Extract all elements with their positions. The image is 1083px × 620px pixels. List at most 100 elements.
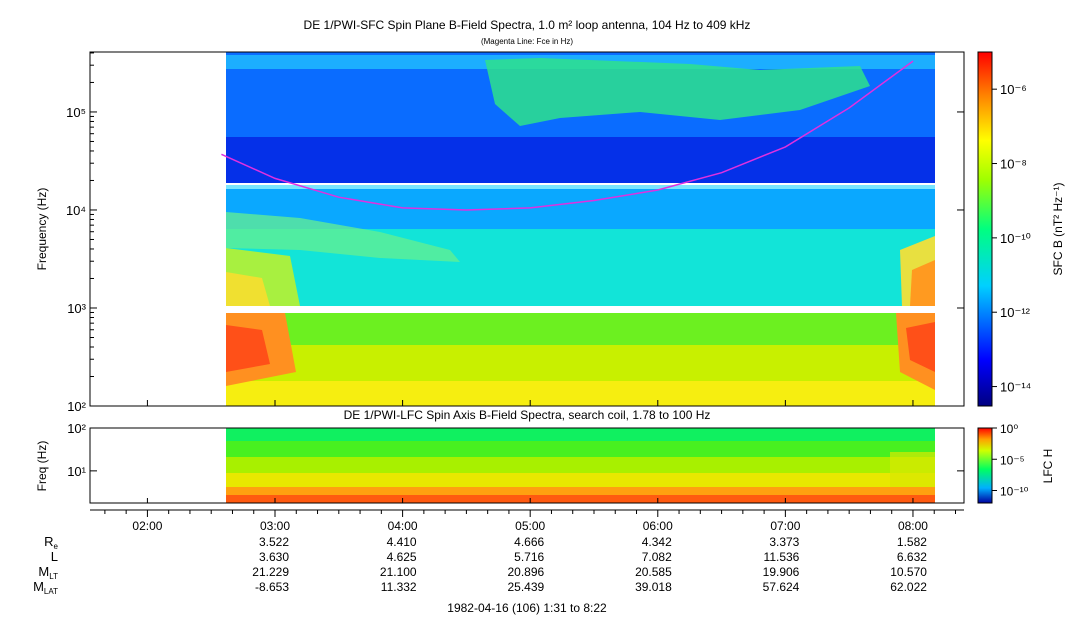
ephemeris-row-label: Re (44, 534, 58, 551)
lfc-ylabel: Freq (Hz) (35, 441, 49, 492)
ephemeris-label-sub: LT (49, 572, 58, 581)
sfc-y-tick-label: 10³ (67, 301, 86, 316)
ephemeris-value: 11.536 (764, 550, 800, 564)
ephemeris-value: 20.585 (635, 565, 672, 579)
lfc-emission-right (890, 452, 935, 487)
ephemeris-label-main: R (44, 534, 53, 549)
sfc-y-tick-label: 10⁵ (66, 105, 86, 120)
sfc-ylabel: Frequency (Hz) (35, 188, 49, 271)
lfc-title: DE 1/PWI-LFC Spin Axis B-Field Spectra, … (344, 408, 711, 422)
sfc-band-low-bottom (226, 381, 935, 406)
lfc-colorbar-tick-label: 10⁻⁵ (1000, 453, 1025, 467)
lfc-y-tick-label: 10¹ (67, 464, 86, 479)
ephemeris-row-label: L (51, 549, 58, 564)
sfc-y-ticks: 10² 10³ 10⁴ 10⁵ (66, 52, 964, 414)
ephemeris-value: 4.625 (387, 550, 417, 564)
sfc-low-emission-left-core (226, 272, 270, 306)
sfc-y-tick-label: 10² (67, 399, 86, 414)
fce-line (221, 60, 914, 211)
lfc-band-3 (226, 457, 935, 473)
time-axis: 02:00 03:00 04:00 05:00 06:00 07:00 08:00 (90, 400, 964, 533)
ephemeris-value: 25.439 (507, 580, 544, 594)
ephemeris-value: 57.624 (763, 580, 800, 594)
ephemeris-value: 1.582 (897, 535, 927, 549)
sfc-colorbar-tick-label: 10⁻⁸ (1000, 157, 1027, 172)
sfc-low-emission-red-left (226, 325, 270, 372)
footer-date-range: 1982-04-16 (106) 1:31 to 8:22 (447, 601, 607, 615)
ephemeris-label-sub: e (54, 542, 59, 551)
ephemeris-value: 21.100 (380, 565, 417, 579)
lfc-spectrogram (226, 428, 935, 503)
sfc-low-emission-red-right (906, 322, 935, 372)
sfc-subtitle: (Magenta Line: Fce in Hz) (481, 37, 573, 46)
ephemeris-row-label: MLAT (33, 579, 58, 596)
ephemeris-row-label: MLT (38, 564, 58, 581)
lfc-colorbar: 10⁰ 10⁻⁵ 10⁻¹⁰ LFC H (977, 422, 1055, 504)
ephemeris-value: 11.332 (381, 580, 417, 594)
time-tick-label: 08:00 (898, 519, 928, 533)
ephemeris-value: 3.630 (259, 550, 289, 564)
lfc-panel: 10¹ 10² Freq (Hz) (35, 421, 965, 504)
ephemeris-value: 3.373 (769, 535, 799, 549)
time-tick-label: 02:00 (132, 519, 162, 533)
sfc-colorbar-ticks: 10⁻⁶ 10⁻⁸ 10⁻¹⁰ 10⁻¹² 10⁻¹⁴ (992, 82, 1031, 395)
sfc-panel: 10² 10³ 10⁴ 10⁵ Frequency (Hz) (35, 51, 965, 414)
lfc-band-2 (226, 441, 935, 457)
sfc-colorbar: 10⁻⁶ 10⁻⁸ 10⁻¹⁰ 10⁻¹² 10⁻¹⁴ SFC B (nT² Hz⁻¹) (977, 51, 1065, 407)
sfc-plot-frame (89, 51, 965, 407)
sfc-colorbar-tick-label: 10⁻¹⁴ (1000, 380, 1031, 395)
ephemeris-value: 4.342 (642, 535, 672, 549)
lfc-colorbar-ticks: 10⁰ 10⁻⁵ 10⁻¹⁰ (992, 422, 1029, 499)
ephemeris-value: -8.653 (255, 580, 289, 594)
sfc-title: DE 1/PWI-SFC Spin Plane B-Field Spectra,… (304, 18, 751, 32)
time-tick-label: 05:00 (515, 519, 545, 533)
time-tick-label: 03:00 (260, 519, 290, 533)
ephemeris-value: 7.082 (642, 550, 672, 564)
ephemeris-label-sub: LAT (44, 587, 58, 596)
ephemeris-value: 20.896 (507, 565, 544, 579)
ephemeris-value: 10.570 (890, 565, 927, 579)
ephemeris-value: 4.666 (514, 535, 544, 549)
time-tick-label: 06:00 (643, 519, 673, 533)
sfc-chorus-emission (485, 58, 870, 126)
ephemeris-label-main: M (33, 579, 44, 594)
lfc-band-1 (226, 428, 935, 441)
sfc-spectrogram (226, 52, 935, 406)
ephemeris-table: Re 3.522 4.410 4.666 4.342 3.373 1.582 L 3.630 4.… (33, 534, 927, 596)
ephemeris-value: 6.632 (897, 550, 927, 564)
lfc-plot-frame (89, 427, 965, 504)
sfc-y-tick-label: 10⁴ (66, 203, 86, 218)
ephemeris-value: 19.906 (763, 565, 800, 579)
ephemeris-value: 21.229 (252, 565, 289, 579)
lfc-y-ticks: 10¹ 10² (67, 421, 964, 479)
sfc-hiss-band (226, 212, 460, 262)
lfc-band-5 (226, 487, 935, 495)
sfc-band-dark (226, 137, 935, 183)
sfc-band-low-yellow (226, 345, 935, 381)
sfc-band-mid (226, 189, 935, 229)
time-tick-label: 04:00 (388, 519, 418, 533)
lfc-band-4 (226, 473, 935, 487)
ephemeris-value: 4.410 (387, 535, 417, 549)
sfc-colorbar-tick-label: 10⁻¹² (1000, 305, 1031, 320)
sfc-band-cyan-line (226, 185, 935, 189)
sfc-colorbar-tick-label: 10⁻¹⁰ (1000, 231, 1031, 246)
ephemeris-label-main: M (38, 564, 49, 579)
lfc-band-6 (226, 495, 935, 503)
lfc-colorbar-tick-label: 10⁰ (1000, 422, 1018, 436)
sfc-colorbar-tick-label: 10⁻⁶ (1000, 82, 1027, 97)
sfc-colorbar-label: SFC B (nT² Hz⁻¹) (1051, 183, 1065, 276)
sfc-low-emission-right-core (910, 260, 935, 306)
ephemeris-value: 3.522 (259, 535, 289, 549)
lfc-y-tick-label: 10² (67, 421, 86, 436)
sfc-colorbar-scale (977, 51, 993, 407)
ephemeris-label-main: L (51, 549, 58, 564)
ephemeris-value: 5.716 (514, 550, 544, 564)
sfc-band-low-green (226, 313, 935, 345)
time-tick-label: 07:00 (770, 519, 800, 533)
lfc-colorbar-scale (977, 427, 993, 504)
ephemeris-value: 62.022 (890, 580, 927, 594)
sfc-data-gap (226, 306, 935, 313)
lfc-colorbar-tick-label: 10⁻¹⁰ (1000, 485, 1029, 499)
